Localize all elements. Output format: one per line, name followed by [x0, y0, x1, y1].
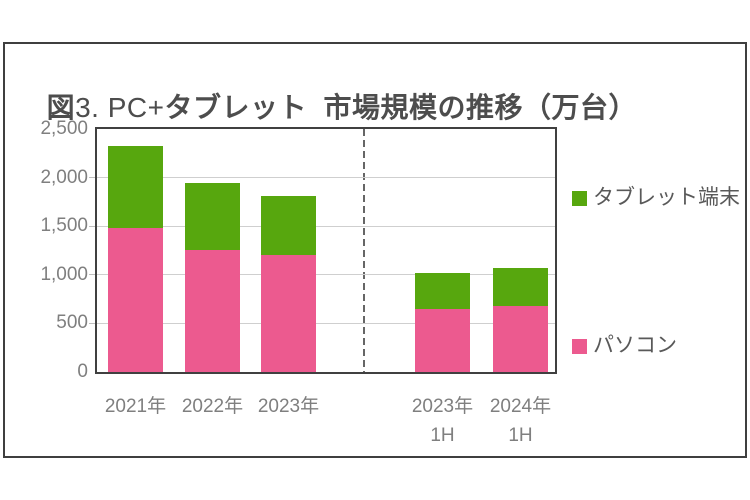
- bar-segment-pc-2021年: [108, 228, 163, 372]
- bar-group-2021年: [108, 145, 163, 372]
- bar-segment-tablet-2021年: [108, 145, 163, 229]
- y-axis-label-1500: 1,500: [40, 215, 88, 237]
- group-divider-dashed-line: [363, 129, 365, 372]
- bar-segment-tablet-2024年 1H: [493, 268, 548, 306]
- y-axis-label-2000: 2,000: [40, 166, 88, 188]
- x-axis-label-2021年: 2021年: [104, 396, 167, 417]
- gridline-500: [97, 322, 555, 324]
- bar-segment-pc-2022年: [185, 249, 240, 372]
- gridline-2000: [97, 177, 555, 179]
- x-axis-label-2022年: 2022年: [181, 396, 244, 417]
- y-axis-label-0: 0: [77, 361, 88, 382]
- y-axis-label-1000: 1,000: [40, 263, 88, 285]
- chart-title-number: 3. PC+: [75, 92, 165, 123]
- chart-title: 図3. PC+タブレット 市場規模の推移（万台）: [30, 54, 637, 126]
- y-tick-2000: [89, 177, 95, 179]
- gridline-1000: [97, 274, 555, 276]
- bar-segment-tablet-2023年 1H: [415, 272, 470, 309]
- bar-group-2023年 1H: [415, 272, 470, 372]
- legend-item-tablet: タブレット端末: [572, 186, 740, 210]
- bar-segment-tablet-2023年: [261, 196, 316, 256]
- bar-segment-tablet-2022年: [185, 183, 240, 250]
- y-tick-500: [89, 322, 95, 324]
- bar-segment-pc-2024年 1H: [493, 305, 548, 372]
- plot-area: [89, 127, 557, 374]
- y-axis-label-2500: 2,500: [40, 118, 88, 139]
- chart-title-figure-prefix: 図: [46, 92, 76, 123]
- x-axis-label-2024年 1H: 2024年 1H: [489, 396, 552, 446]
- y-tick-1500: [89, 225, 95, 227]
- bar-segment-pc-2023年: [261, 255, 316, 372]
- bar-group-2022年: [185, 183, 240, 372]
- tablet-series-swatch-icon: [572, 190, 587, 206]
- gridline-1500: [97, 225, 555, 227]
- pc-series-swatch-icon: [572, 338, 587, 354]
- legend-label-pc: パソコン: [593, 334, 677, 357]
- y-axis-label-500: 500: [56, 312, 88, 334]
- legend-label-tablet: タブレット端末: [593, 186, 740, 209]
- x-axis-label-2023年: 2023年: [257, 396, 320, 417]
- chart-title-main: タブレット 市場規模の推移（万台）: [164, 92, 638, 123]
- bar-group-2024年 1H: [493, 268, 548, 372]
- bar-segment-pc-2023年 1H: [415, 308, 470, 372]
- plot-inner: [89, 129, 555, 372]
- y-tick-1000: [89, 274, 95, 276]
- x-axis-label-2023年 1H: 2023年 1H: [411, 396, 474, 446]
- bar-group-2023年: [261, 196, 316, 372]
- legend-item-pc: パソコン: [572, 334, 677, 358]
